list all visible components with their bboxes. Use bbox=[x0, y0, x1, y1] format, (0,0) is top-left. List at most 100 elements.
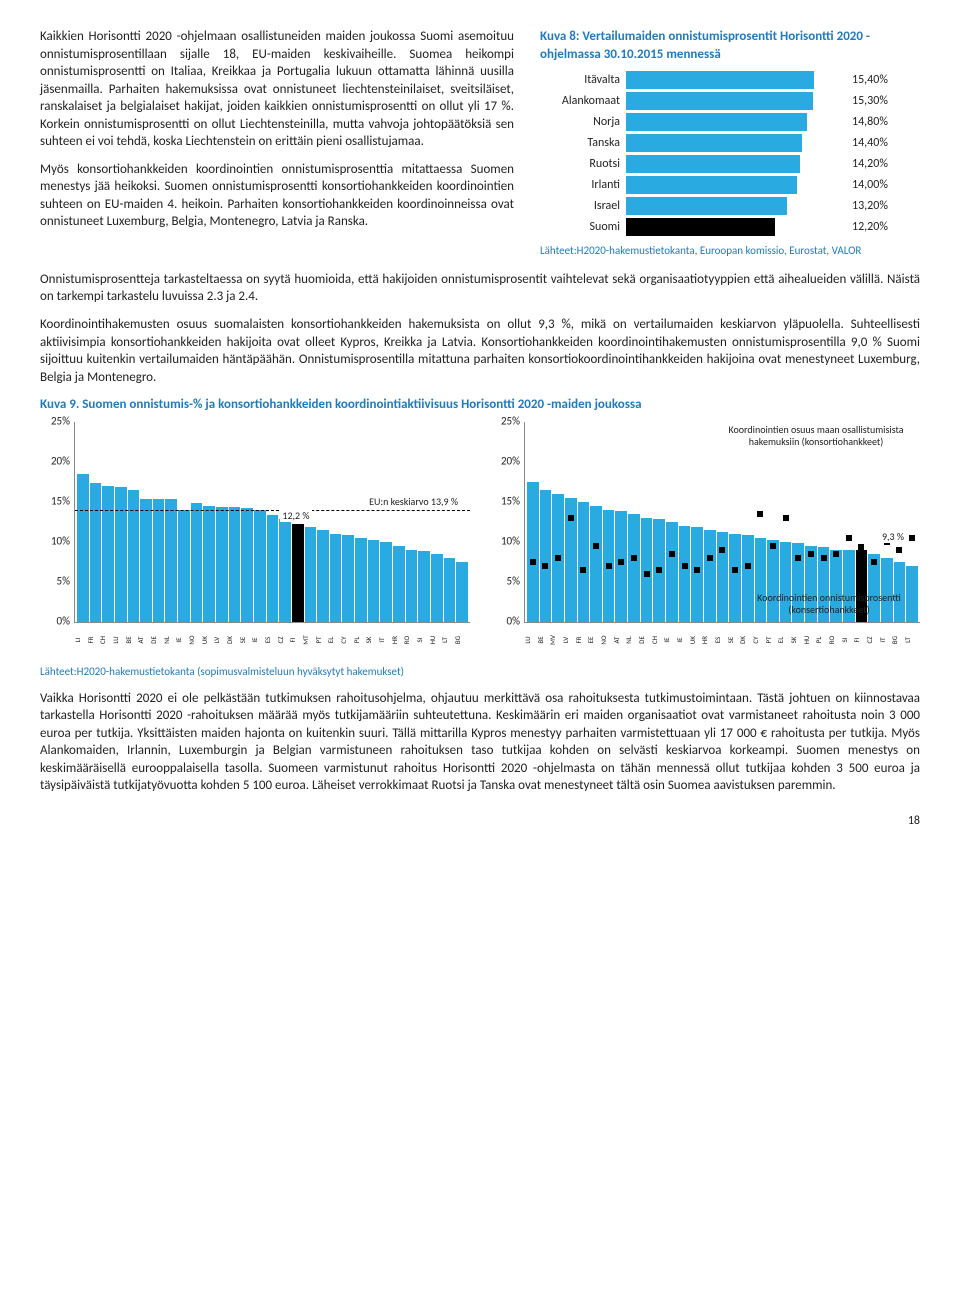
vbar-wrap bbox=[406, 422, 418, 622]
vbar bbox=[615, 511, 627, 621]
vbar-marker bbox=[896, 547, 902, 553]
vbar-wrap bbox=[527, 422, 539, 622]
x-tick-label: BG bbox=[453, 634, 471, 646]
hbar-category: Irlanti bbox=[540, 177, 626, 193]
vbar-wrap bbox=[241, 422, 253, 622]
hbar-row: Itävalta 15,40% bbox=[540, 71, 920, 89]
vbar bbox=[444, 558, 456, 622]
vbar bbox=[666, 522, 678, 622]
vbar-wrap bbox=[444, 422, 456, 622]
y-tick-label: 15% bbox=[40, 494, 70, 509]
vbar bbox=[153, 499, 165, 621]
vbar bbox=[368, 540, 380, 622]
hbar-value: 14,00% bbox=[852, 177, 907, 193]
vbar bbox=[393, 546, 405, 622]
vbar-marker bbox=[669, 551, 675, 557]
vbar-marker bbox=[783, 515, 789, 521]
vbar bbox=[229, 507, 241, 622]
vbar-marker bbox=[530, 559, 536, 565]
paragraph-3: Onnistumisprosentteja tarkasteltaessa on… bbox=[40, 271, 920, 306]
vbar-wrap bbox=[355, 422, 367, 622]
vbar-marker bbox=[568, 515, 574, 521]
vbar-wrap bbox=[456, 422, 468, 622]
vbar bbox=[191, 503, 203, 621]
hbar-fill bbox=[626, 92, 813, 110]
hbar-fill bbox=[626, 197, 787, 215]
kuva9-left-chart: 0%5%10%15%20%25%EU:n keskiarvo 13,9 %12,… bbox=[40, 422, 470, 641]
y-tick-label: 0% bbox=[490, 614, 520, 629]
vbar bbox=[216, 507, 228, 622]
y-tick-label: 10% bbox=[40, 534, 70, 549]
vbar-wrap bbox=[267, 422, 279, 622]
vbar-wrap bbox=[565, 422, 577, 622]
hbar-fill bbox=[626, 218, 775, 236]
vbar bbox=[203, 506, 215, 622]
vbar bbox=[540, 490, 552, 622]
vchart-xlabels: LUBEMVLVFREENOATNLDECHIEIEUKHRESSEDKCYPT… bbox=[524, 623, 920, 641]
y-tick-label: 5% bbox=[40, 574, 70, 589]
hbar-track bbox=[626, 71, 846, 89]
vbar-marker bbox=[719, 547, 725, 553]
vbar-wrap bbox=[203, 422, 215, 622]
left-text-column: Kaikkien Horisontti 2020 -ohjelmaan osal… bbox=[40, 28, 514, 259]
vbar-wrap bbox=[552, 422, 564, 622]
vbar bbox=[418, 551, 430, 621]
vbar-marker bbox=[682, 563, 688, 569]
vbar-wrap bbox=[603, 422, 615, 622]
vbar-wrap bbox=[679, 422, 691, 622]
vbar-wrap bbox=[178, 422, 190, 622]
vbar bbox=[317, 530, 329, 622]
kuva9-right-chart: 0%5%10%15%20%25%Koordinointien osuus maa… bbox=[490, 422, 920, 641]
vbar bbox=[717, 532, 729, 622]
vbar-wrap bbox=[666, 422, 678, 622]
hbar-track bbox=[626, 134, 846, 152]
vbar-wrap bbox=[691, 422, 703, 622]
vbar-marker bbox=[858, 544, 864, 550]
y-tick-label: 10% bbox=[490, 534, 520, 549]
vbar-wrap bbox=[317, 422, 329, 622]
hbar-row: Tanska 14,40% bbox=[540, 134, 920, 152]
hbar-value: 14,40% bbox=[852, 135, 907, 151]
vbar bbox=[679, 526, 691, 622]
vbar bbox=[292, 524, 304, 622]
vbar-wrap bbox=[153, 422, 165, 622]
hbar-value: 15,30% bbox=[852, 93, 907, 109]
hbar-value: 12,20% bbox=[852, 219, 907, 235]
vbar bbox=[527, 482, 539, 622]
vbar-marker bbox=[770, 543, 776, 549]
hbar-value: 15,40% bbox=[852, 72, 907, 88]
vbar bbox=[140, 499, 152, 622]
hbar-category: Tanska bbox=[540, 135, 626, 151]
hbar-category: Ruotsi bbox=[540, 156, 626, 172]
vchart-bars bbox=[75, 422, 470, 622]
vbar-marker bbox=[542, 563, 548, 569]
vbar bbox=[355, 538, 367, 622]
vbar-marker bbox=[757, 511, 763, 517]
vbar-marker bbox=[833, 551, 839, 557]
vbar bbox=[342, 535, 354, 621]
vbar-wrap bbox=[140, 422, 152, 622]
kuva8-title: Kuva 8: Vertailumaiden onnistumisprosent… bbox=[540, 28, 920, 63]
vbar bbox=[102, 486, 114, 622]
vbar bbox=[330, 534, 342, 622]
vbar bbox=[578, 502, 590, 622]
hbar-row: Israel13,20% bbox=[540, 197, 920, 215]
hbar-row: Suomi12,20% bbox=[540, 218, 920, 236]
vchart-xlabels: LIFRCHLUBEATDENLIENOUKLVDKSEIEESCZFIMTPT… bbox=[74, 623, 470, 641]
hbar-value: 13,20% bbox=[852, 198, 907, 214]
hbar-category: Itävalta bbox=[540, 72, 626, 88]
vbar bbox=[279, 519, 291, 621]
paragraph-5: Vaikka Horisontti 2020 ei ole pelkästään… bbox=[40, 690, 920, 795]
vbar-marker bbox=[808, 551, 814, 557]
hbar-row: Irlanti 14,00% bbox=[540, 176, 920, 194]
hbar-fill bbox=[626, 71, 814, 89]
hbar-track bbox=[626, 113, 846, 131]
vbar-wrap bbox=[342, 422, 354, 622]
vbar-wrap bbox=[615, 422, 627, 622]
vbar-wrap bbox=[229, 422, 241, 622]
paragraph-4: Koordinointihakemusten osuus suomalaiste… bbox=[40, 316, 920, 386]
vbar bbox=[178, 510, 190, 622]
top-two-column: Kaikkien Horisontti 2020 -ohjelmaan osal… bbox=[40, 28, 920, 259]
annotation-value: 9,3 % bbox=[880, 530, 906, 544]
vbar-wrap bbox=[393, 422, 405, 622]
